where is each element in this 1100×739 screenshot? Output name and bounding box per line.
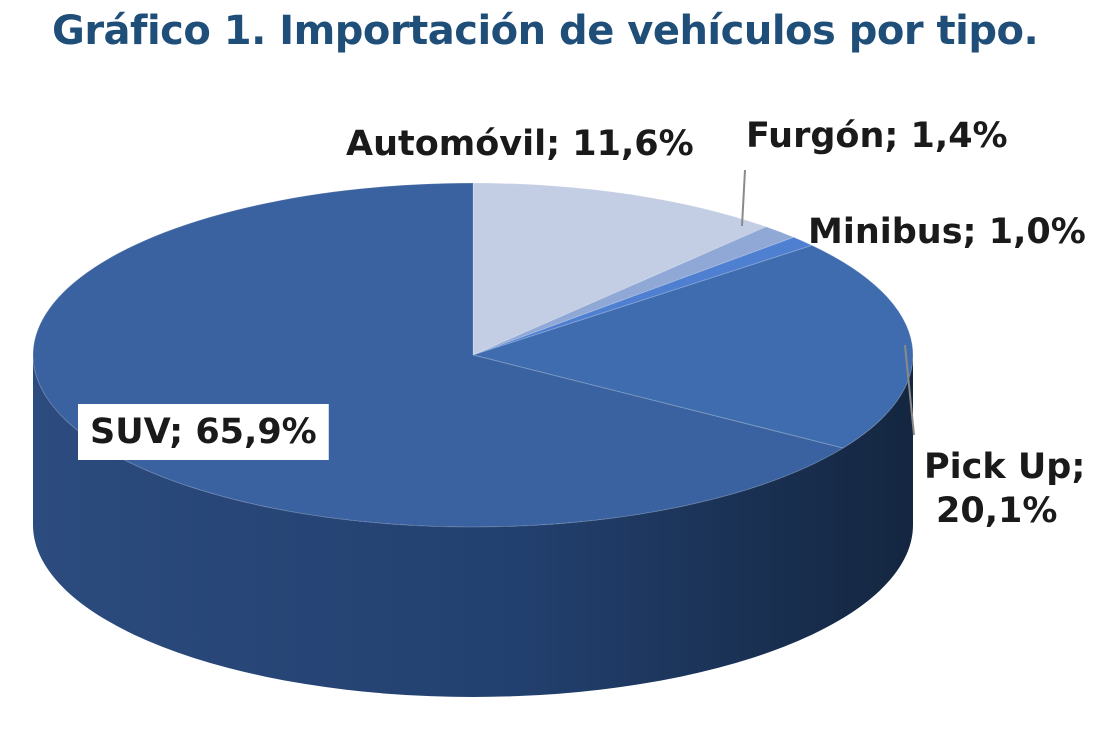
- data-label-suv: SUV; 65,9%: [90, 412, 317, 452]
- pie-leaders: [741, 169, 915, 436]
- data-label-minibus: Minibus; 1,0%: [808, 212, 1086, 252]
- leader-line-furgon: [741, 169, 746, 227]
- pie-slice-pick-up: [471, 244, 914, 449]
- pie-labels: Automóvil; 11,6% Furgón; 1,4% Minibus; 1,0…: [78, 116, 1086, 531]
- pie-side-wall: [33, 355, 913, 697]
- pie-slice-furgon: [472, 226, 796, 356]
- data-label-pick-up-line-1: Pick Up;: [924, 447, 1085, 487]
- pie-slice-minibus: [472, 236, 814, 356]
- data-label-pick-up-line-2: 20,1%: [936, 491, 1057, 531]
- data-label-automovil: Automóvil; 11,6%: [346, 124, 694, 164]
- data-label-pick-up: Pick Up; 20,1%: [924, 447, 1085, 531]
- data-label-suv-background: [78, 404, 329, 460]
- pie-slices: [32, 182, 914, 528]
- chart-title: Gráfico 1. Importación de vehículos por …: [52, 8, 1039, 54]
- pie-sides: [33, 355, 913, 697]
- data-label-furgon: Furgón; 1,4%: [746, 116, 1008, 156]
- leader-line-pick-up: [904, 344, 915, 436]
